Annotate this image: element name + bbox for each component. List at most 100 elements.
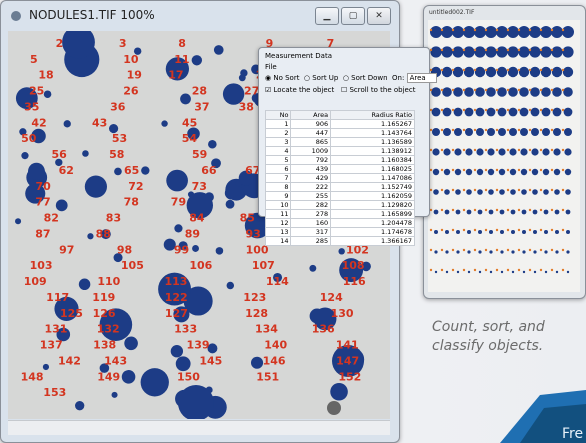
thumb-dot (561, 188, 565, 192)
table-row[interactable]: 1 906 1.165267 (264, 119, 415, 129)
table-row[interactable]: 11 278 1.165899 (264, 209, 415, 219)
object-label: 133 (174, 323, 197, 336)
checkbox[interactable]: ☐ Scroll to the object (340, 86, 416, 94)
thumb-dot (521, 209, 527, 215)
table-row[interactable]: 6 439 1.168025 (264, 164, 415, 174)
column-header[interactable]: Area (290, 110, 332, 120)
thumb-dot (473, 88, 477, 92)
caption: Count, sort, and classify objects. (432, 318, 545, 356)
nodule (21, 152, 29, 160)
close-button[interactable]: ✕ (367, 7, 391, 25)
thumb-dot (440, 268, 444, 272)
thumb-dot (462, 68, 466, 72)
thumb-dot (445, 270, 449, 274)
thumb-dot (462, 108, 466, 112)
object-label: 137 (40, 339, 63, 352)
nodule (225, 199, 235, 209)
column-header[interactable]: Radius Ratio (330, 110, 415, 120)
thumb-dot (429, 268, 433, 272)
thumb-dot (544, 250, 548, 254)
table-row[interactable]: 7 429 1.147086 (264, 173, 415, 183)
thumb-dot (562, 46, 574, 58)
object-label: 53 (112, 132, 127, 145)
thumb-dot (517, 228, 521, 232)
thumb-dot (464, 87, 474, 97)
thumb-dot (555, 250, 559, 254)
thumb-dot (484, 28, 488, 32)
radio[interactable]: ◉ No Sort (265, 74, 300, 82)
thumb-dot (499, 209, 505, 215)
minimize-button[interactable]: ▁ (315, 7, 339, 25)
thumb-dot (496, 46, 508, 58)
horizontal-scrollbar[interactable] (8, 420, 390, 435)
nodule (109, 124, 119, 134)
thumb-dot (550, 28, 554, 32)
thumb-dot (495, 148, 499, 152)
thumb-dot (508, 87, 518, 97)
maximize-button[interactable]: ▢ (341, 7, 365, 25)
object-label: 124 (320, 291, 343, 304)
thumb-dot (529, 26, 541, 38)
thumb-dot (495, 88, 499, 92)
radio[interactable]: ○ Sort Up (303, 74, 339, 82)
thumb-dot (539, 188, 543, 192)
table-row[interactable]: 3 865 1.136589 (264, 137, 415, 147)
nodule (43, 90, 52, 98)
thumb-dot (495, 28, 499, 32)
nodule (166, 169, 188, 192)
table-cell: 285 (290, 236, 332, 246)
nodule (165, 57, 190, 81)
thumb-dot (529, 66, 541, 78)
object-label: 141 (336, 339, 359, 352)
object-label: 11 (174, 53, 189, 66)
thumb-dot (550, 168, 554, 172)
table-cell: 1.129820 (330, 200, 415, 210)
object-label: 56 (51, 148, 67, 161)
thumb-dot (520, 168, 528, 176)
thumb-dot (495, 108, 499, 112)
nodule (19, 128, 27, 136)
thumb-dot (430, 46, 442, 58)
thumb-dot (462, 248, 466, 252)
thumb-dot (462, 28, 466, 32)
thumb-dot (550, 188, 554, 192)
thumb-dot (465, 168, 473, 176)
table-row[interactable]: 8 222 1.152749 (264, 182, 415, 192)
thumb-dot (440, 228, 444, 232)
menu-file[interactable]: File (265, 63, 277, 71)
thumb-dot (462, 148, 466, 152)
thumb-dot (495, 248, 499, 252)
table-row[interactable]: 2 447 1.143764 (264, 128, 415, 138)
thumb-dot (532, 209, 538, 215)
table-row[interactable]: 10 282 1.129820 (264, 200, 415, 210)
badge-text: Fre (562, 426, 583, 442)
thumb-dot (467, 230, 471, 234)
table-row[interactable]: 13 317 1.174678 (264, 227, 415, 237)
thumb-dot (506, 88, 510, 92)
table-cell: 9 (264, 191, 292, 201)
thumb-dot (528, 188, 532, 192)
table-cell: 317 (290, 227, 332, 237)
table-row[interactable]: 9 255 1.162059 (264, 191, 415, 201)
checkbox[interactable]: ☑ Locate the object (265, 86, 335, 94)
table-row[interactable]: 4 1009 1.138912 (264, 146, 415, 156)
radio[interactable]: ○ Sort Down (342, 74, 388, 82)
thumb-dot (561, 148, 565, 152)
object-label: 25 (29, 85, 44, 98)
thumb-dot (550, 248, 554, 252)
sort-select[interactable]: Area (406, 73, 437, 83)
thumb-dot (440, 48, 444, 52)
object-label: 126 (93, 307, 116, 320)
thumb-dot (517, 168, 521, 172)
thumb-dot (467, 270, 471, 274)
table-row[interactable]: 5 792 1.160384 (264, 155, 415, 165)
thumb-dot (542, 128, 550, 136)
nodule (244, 212, 271, 239)
table-row[interactable]: 12 160 1.204478 (264, 218, 415, 228)
thumb-dot (487, 168, 495, 176)
thumb-dot (495, 128, 499, 132)
column-header[interactable]: No (264, 110, 292, 120)
table-row[interactable]: 14 285 1.366167 (264, 236, 415, 246)
thumb-dot (475, 107, 485, 117)
thumb-dot (451, 228, 455, 232)
